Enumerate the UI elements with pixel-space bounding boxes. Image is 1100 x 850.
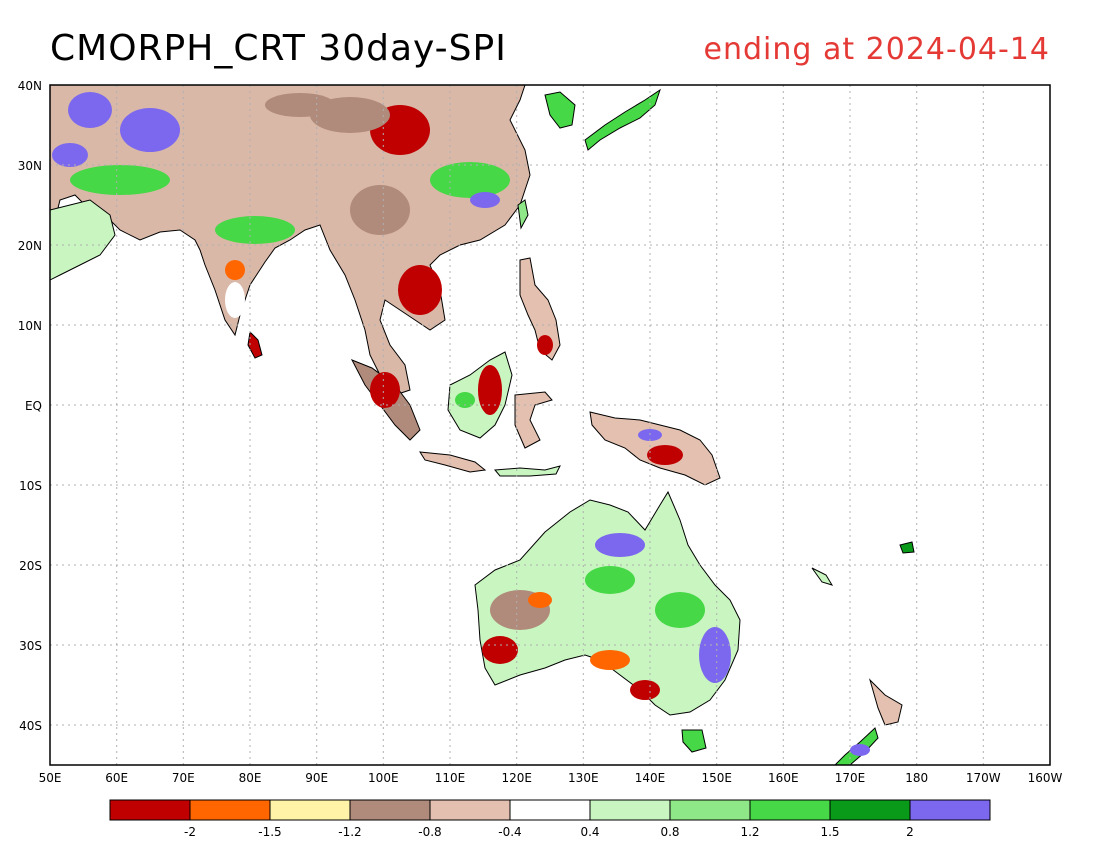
- patch: [655, 592, 705, 628]
- patch: [478, 365, 502, 415]
- patch: [528, 592, 552, 608]
- lon-label: 160E: [768, 771, 799, 785]
- colorbar-swatch: [189, 799, 271, 821]
- colorbar-swatch: [909, 799, 991, 821]
- lon-label: 60E: [105, 771, 128, 785]
- patch: [537, 335, 553, 355]
- colorbar-swatch: [829, 799, 911, 821]
- lon-label: 70E: [172, 771, 195, 785]
- lat-label: EQ: [25, 399, 42, 413]
- lat-label: 20S: [19, 559, 42, 573]
- lat-label: 30N: [18, 159, 42, 173]
- land-arabia: [50, 199, 116, 281]
- lat-axis: 40N 30N 20N 10N EQ 10S 20S 30S 40S: [18, 79, 42, 733]
- patch: [455, 392, 475, 408]
- patch: [52, 143, 88, 167]
- patch: [430, 162, 510, 198]
- lat-label: 10N: [18, 319, 42, 333]
- lon-label: 110E: [435, 771, 466, 785]
- lon-label: 170E: [835, 771, 866, 785]
- land-asia: [50, 85, 531, 396]
- lon-label: 50E: [39, 771, 62, 785]
- patch: [585, 566, 635, 594]
- lat-label: 10S: [19, 479, 42, 493]
- land-java: [419, 451, 487, 473]
- patch: [120, 108, 180, 152]
- patch: [70, 165, 170, 195]
- lon-label: 150E: [701, 771, 732, 785]
- patch: [590, 650, 630, 670]
- patch: [225, 282, 245, 318]
- colorbar-label: 0.4: [580, 825, 599, 839]
- land-new-zealand-north: [868, 678, 903, 726]
- patch: [68, 92, 112, 128]
- patch: [370, 372, 400, 408]
- colorbar-label: -1.2: [338, 825, 361, 839]
- map-frame: [49, 84, 1051, 766]
- colorbar-swatch: [669, 799, 751, 821]
- patch: [699, 627, 731, 683]
- colorbar-label: 2: [906, 825, 914, 839]
- lat-label: 20N: [18, 239, 42, 253]
- colorbar-swatch: [269, 799, 351, 821]
- land-sri-lanka: [247, 330, 263, 359]
- patch: [850, 744, 870, 756]
- patch: [398, 265, 442, 315]
- colorbar-label: 1.5: [820, 825, 839, 839]
- land-fiji: [899, 541, 915, 554]
- patch: [470, 192, 500, 208]
- patch: [265, 93, 335, 117]
- lat-label: 40S: [19, 719, 42, 733]
- colorbar-labels: -2 -1.5 -1.2 -0.8 -0.4 0.4 0.8 1.2 1.5 2: [184, 825, 914, 839]
- colorbar-label: 0.8: [660, 825, 679, 839]
- colorbar-label: -1.5: [258, 825, 281, 839]
- colorbar-swatch: [509, 799, 591, 821]
- patch: [482, 636, 518, 664]
- land-taiwan: [517, 199, 529, 230]
- lon-label: 180: [905, 771, 928, 785]
- colorbar-label: 1.2: [740, 825, 759, 839]
- colorbar-swatch: [349, 799, 431, 821]
- land-japan: [584, 88, 661, 151]
- lon-label: 100E: [368, 771, 399, 785]
- lon-label: 130E: [568, 771, 599, 785]
- map-canvas: [50, 85, 1050, 765]
- patch: [225, 260, 245, 280]
- colorbar-swatch: [429, 799, 511, 821]
- grid-lines: [50, 85, 1050, 765]
- lon-label: 160W: [1028, 771, 1063, 785]
- land-new-caledonia: [811, 567, 834, 586]
- map-title: CMORPH_CRT 30day-SPI: [50, 28, 507, 69]
- land-korea: [544, 91, 576, 129]
- colorbar-swatch: [109, 799, 191, 821]
- land-sulawesi: [514, 391, 553, 449]
- lat-label: 40N: [18, 79, 42, 93]
- patch: [350, 185, 410, 235]
- colorbar-label: -2: [184, 825, 196, 839]
- colorbar-label: -0.8: [418, 825, 441, 839]
- patch: [647, 445, 683, 465]
- lon-label: 90E: [305, 771, 328, 785]
- spi-patches: [52, 92, 870, 756]
- land-philippines: [519, 257, 561, 361]
- patch: [630, 680, 660, 700]
- patch: [215, 216, 295, 244]
- lon-label: 170W: [966, 771, 1001, 785]
- lon-axis: 50E 60E 70E 80E 90E 100E 110E 120E 130E …: [39, 771, 1063, 785]
- land-australia: [474, 490, 741, 716]
- colorbar-label: -0.4: [498, 825, 521, 839]
- colorbar-swatch: [589, 799, 671, 821]
- lon-label: 120E: [501, 771, 532, 785]
- lon-label: 80E: [239, 771, 262, 785]
- colorbar-swatch: [749, 799, 831, 821]
- land-lesser-sunda: [493, 465, 561, 477]
- map-subtitle: ending at 2024-04-14: [703, 32, 1050, 67]
- patch: [595, 533, 645, 557]
- lat-label: 30S: [19, 639, 42, 653]
- land-tasmania: [681, 729, 707, 753]
- colorbar: [109, 799, 991, 821]
- lon-label: 140E: [635, 771, 666, 785]
